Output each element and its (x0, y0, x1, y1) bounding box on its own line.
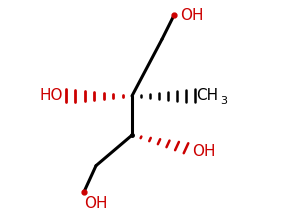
Text: OH: OH (84, 196, 107, 211)
Text: OH: OH (180, 8, 203, 23)
Text: HO: HO (40, 89, 63, 103)
Text: CH: CH (196, 89, 219, 103)
Text: 3: 3 (220, 96, 227, 106)
Text: OH: OH (192, 144, 215, 159)
